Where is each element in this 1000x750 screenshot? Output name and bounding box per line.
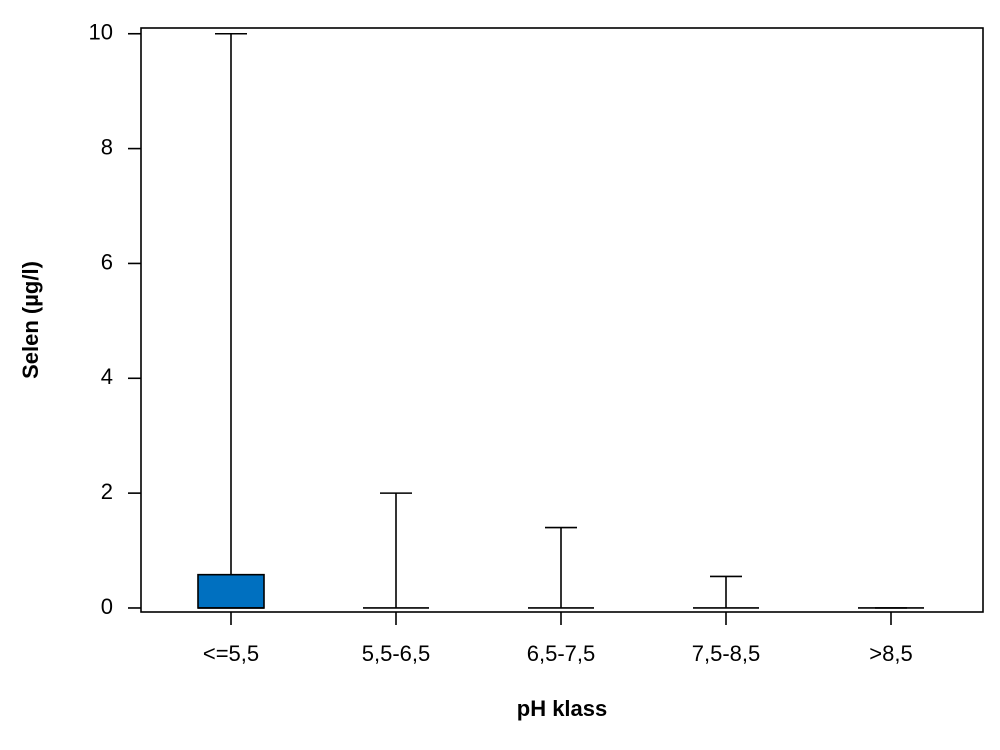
y-tick-label: 8	[101, 134, 113, 159]
plot-frame	[140, 27, 984, 613]
y-tick-label: 0	[101, 594, 113, 619]
box	[197, 573, 265, 609]
x-axis-label: pH klass	[517, 696, 608, 721]
x-tick-label: 7,5-8,5	[692, 641, 761, 666]
x-tick-label: 5,5-6,5	[362, 641, 431, 666]
y-axis-label: Selen (µg/l)	[18, 261, 43, 379]
x-tick-label: <=5,5	[203, 641, 259, 666]
y-tick-label: 4	[101, 364, 113, 389]
y-tick-label: 10	[89, 20, 113, 45]
y-tick-label: 6	[101, 249, 113, 274]
y-tick-label: 2	[101, 479, 113, 504]
x-tick-label: >8,5	[869, 641, 912, 666]
x-tick-label: 6,5-7,5	[527, 641, 596, 666]
